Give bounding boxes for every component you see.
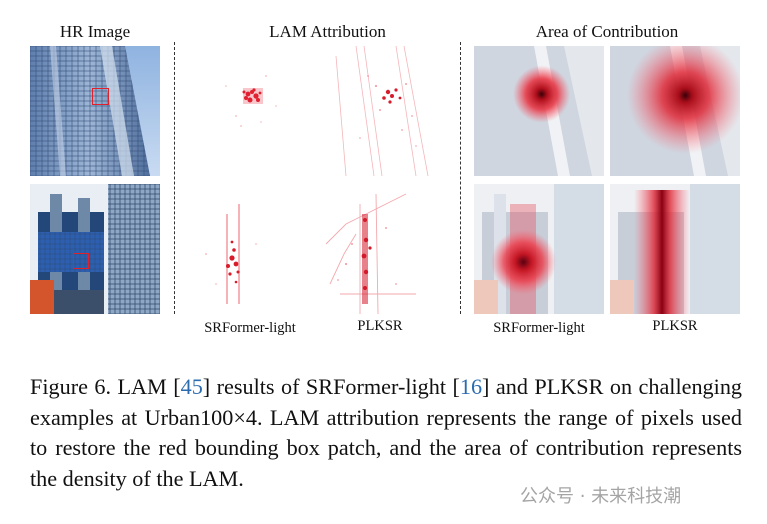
area-map-plksr-1 — [610, 46, 740, 176]
area-map-srformer-2 — [474, 184, 604, 314]
header-hr-image: HR Image — [59, 22, 131, 41]
lam-map-srformer-1 — [186, 46, 314, 176]
citation-link-45[interactable]: 45 — [180, 374, 203, 399]
caption-text-1: Figure 6. LAM [ — [30, 374, 181, 399]
divider-dashed — [460, 42, 461, 314]
caption-text-2: ] results of SRFormer-light [ — [202, 374, 460, 399]
area-map-srformer-1 — [474, 46, 604, 176]
header-lam-attribution: LAM Attribution — [269, 22, 386, 41]
lam-map-plksr-1 — [316, 46, 444, 176]
red-bounding-box — [92, 88, 109, 105]
divider-dashed — [174, 42, 175, 314]
red-bounding-box — [73, 253, 89, 269]
citation-link-16[interactable]: 16 — [459, 374, 483, 399]
watermark: 公众号 · 未来科技潮 — [520, 486, 682, 507]
hr-image-building-1 — [30, 46, 160, 176]
label-lam-plksr: PLKSR — [357, 318, 403, 334]
figure-caption: Figure 6. LAM [45] results of SRFormer-l… — [30, 372, 742, 494]
lam-map-srformer-2 — [186, 184, 314, 314]
label-area-plksr: PLKSR — [652, 318, 698, 334]
lam-map-plksr-2 — [316, 184, 444, 314]
caption-text-3: ] and PLKSR on challenging examples at U… — [30, 374, 743, 491]
label-lam-srformer-light: SRFormer-light — [204, 320, 296, 336]
area-map-plksr-2 — [610, 184, 740, 314]
header-area-of-contribution: Area of Contribution — [535, 22, 679, 41]
label-area-srformer-light: SRFormer-light — [493, 320, 585, 336]
hr-image-building-2 — [30, 184, 160, 314]
